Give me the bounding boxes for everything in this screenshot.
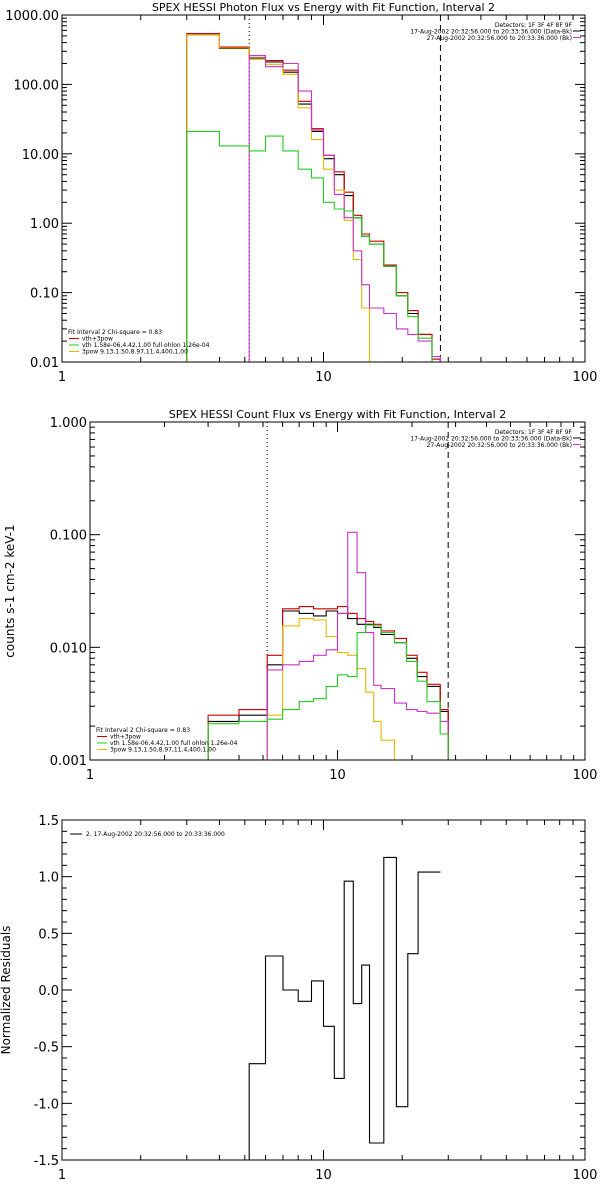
y-tick-label: 0.0 — [38, 984, 59, 999]
y-tick-label: 0.5 — [38, 927, 59, 942]
y-tick-label: 1.5 — [38, 814, 59, 829]
series-group — [207, 531, 449, 760]
info-text: 17-Aug-2002 20:32:56.000 to 20:33:36.000… — [410, 436, 572, 443]
y-tick-label: 100.00 — [14, 78, 60, 93]
plot-frame — [61, 819, 586, 1161]
legend-text: Fit Interval 2 Chi-square = 0.83 — [96, 727, 190, 734]
y-axis-label: counts s-1 cm-2 keV-1 — [3, 524, 17, 657]
data-series-2 — [266, 618, 396, 760]
plot-frame — [89, 421, 586, 761]
info-text: 27-Aug-2002 20:32:56.000 to 20:33:36.000… — [427, 35, 572, 42]
x-tick-label: 1 — [58, 1168, 66, 1183]
y-tick-label: 1.000 — [50, 416, 87, 431]
legend-text: vth+3pow — [82, 336, 113, 343]
data-series-0 — [186, 34, 441, 362]
y-tick-label: 0.100 — [50, 529, 87, 544]
data-series-3 — [266, 531, 449, 760]
data-series-4 — [186, 130, 441, 362]
data-series-3 — [248, 55, 441, 362]
legend-text: 3pow 9.13,1.50,8.97,11.4,400,1.00 — [82, 349, 188, 356]
x-tick-label: 1 — [86, 768, 94, 783]
y-tick-label: 10.00 — [22, 148, 59, 163]
data-series-2 — [186, 34, 371, 362]
legend-text: vth 1.58e-06,4.42,1.00 full ohlon 1.26e-… — [82, 342, 210, 349]
legend-text: 3pow 9.13,1.50,8.97,11.4,400,1.00 — [110, 747, 216, 754]
info-text: 17-Aug-2002 20:32:56.000 to 20:33:36.000… — [410, 29, 572, 36]
chart-title: SPEX HESSI Count Flux vs Energy with Fit… — [169, 408, 506, 421]
y-tick-label: 0.10 — [30, 287, 59, 302]
info-text: 27-Aug-2002 20:32:56.000 to 20:33:36.000… — [427, 442, 572, 449]
y-tick-label: 0.001 — [50, 754, 87, 769]
info-text: Detectors: 1F 3F 4F 8F 9F — [495, 429, 573, 436]
legend-text: vth+3pow — [110, 734, 141, 741]
plot-frame — [61, 14, 586, 363]
y-tick-label: 0.01 — [30, 356, 59, 371]
y-tick-label: 1000.00 — [5, 9, 59, 24]
data-series-0 — [248, 856, 441, 1160]
y-tick-label: -1.5 — [34, 1154, 59, 1169]
data-series-1 — [186, 33, 441, 362]
legend-text: 2. 17-Aug-2002 20:32:56.000 to 20:33:36.… — [86, 831, 225, 838]
photon-flux-panel: SPEX HESSI Photon Flux vs Energy with Fi… — [5, 1, 598, 385]
x-tick-label: 10 — [315, 1168, 332, 1183]
series-group — [186, 33, 441, 362]
x-tick-label: 10 — [329, 768, 346, 783]
legend-text: vth 1.58e-06,4.42,1.00 full ohlon 1.26e-… — [110, 740, 238, 747]
y-tick-label: -0.5 — [34, 1041, 59, 1056]
x-tick-label: 1 — [58, 370, 66, 385]
x-tick-label: 100 — [573, 768, 598, 783]
y-tick-label: -1.0 — [34, 1097, 59, 1112]
y-axis-label: Normalized Residuals — [0, 926, 13, 1055]
series-group — [248, 856, 441, 1160]
x-tick-label: 100 — [573, 1168, 598, 1183]
y-tick-label: 0.010 — [50, 641, 87, 656]
legend-text: Fit Interval 2 Chi-square = 0.83 — [68, 329, 162, 336]
chart-title: SPEX HESSI Photon Flux vs Energy with Fi… — [152, 1, 495, 14]
data-series-4 — [207, 624, 449, 760]
y-tick-label: 1.00 — [30, 217, 59, 232]
y-tick-label: 1.0 — [38, 871, 59, 886]
data-series-0 — [207, 610, 449, 760]
count-flux-panel: SPEX HESSI Count Flux vs Energy with Fit… — [3, 408, 598, 783]
x-tick-label: 10 — [315, 370, 332, 385]
x-tick-label: 100 — [573, 370, 598, 385]
data-series-1 — [207, 606, 449, 760]
residuals-panel: Normalized Residuals 1 10 100 1.5 1.0 0.5 0.0 -0… — [0, 814, 597, 1183]
info-text: Detectors: 1F 3F 4F 8F 9F — [495, 22, 573, 29]
